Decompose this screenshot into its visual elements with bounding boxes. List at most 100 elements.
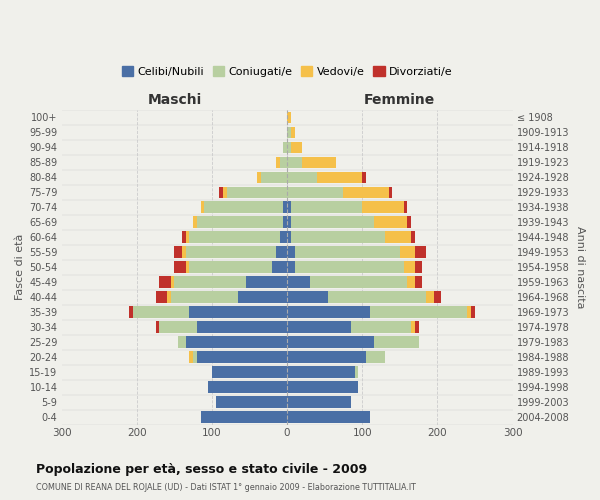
Bar xyxy=(407,216,411,228)
Bar xyxy=(434,292,441,303)
Bar xyxy=(287,366,355,378)
Bar xyxy=(130,306,133,318)
Legend: Celibi/Nubili, Coniugati/e, Vedovi/e, Divorziati/e: Celibi/Nubili, Coniugati/e, Vedovi/e, Di… xyxy=(117,62,457,82)
Bar xyxy=(287,232,291,243)
Bar xyxy=(287,336,374,348)
Bar xyxy=(283,216,287,228)
Bar xyxy=(185,262,190,273)
Bar xyxy=(287,382,358,393)
Bar xyxy=(133,306,190,318)
Bar xyxy=(170,292,238,303)
Bar xyxy=(287,396,351,408)
Bar xyxy=(370,306,467,318)
Bar xyxy=(295,262,404,273)
Bar xyxy=(160,322,197,333)
Text: COMUNE DI REANA DEL ROJALE (UD) - Dati ISTAT 1° gennaio 2009 - Elaborazione TUTT: COMUNE DI REANA DEL ROJALE (UD) - Dati I… xyxy=(36,484,416,492)
Bar xyxy=(178,336,185,348)
Bar xyxy=(190,306,287,318)
Bar xyxy=(287,186,343,198)
Bar xyxy=(193,216,197,228)
Bar xyxy=(287,202,291,213)
Bar xyxy=(287,322,351,333)
Bar xyxy=(257,172,261,183)
Bar xyxy=(190,352,193,363)
Bar xyxy=(280,232,287,243)
Bar xyxy=(201,202,205,213)
Bar xyxy=(280,156,287,168)
Bar xyxy=(261,172,287,183)
Bar xyxy=(389,186,392,198)
Bar xyxy=(295,246,400,258)
Bar xyxy=(201,412,287,423)
Bar xyxy=(287,246,295,258)
Bar xyxy=(182,232,185,243)
Bar xyxy=(238,292,287,303)
Bar xyxy=(287,306,370,318)
Bar xyxy=(175,246,182,258)
Bar xyxy=(197,216,283,228)
Bar xyxy=(404,262,415,273)
Bar xyxy=(170,276,175,288)
Bar xyxy=(287,172,317,183)
Bar xyxy=(175,262,185,273)
Bar xyxy=(411,322,415,333)
Bar xyxy=(287,126,291,138)
Bar xyxy=(287,292,328,303)
Bar xyxy=(167,292,170,303)
Bar xyxy=(287,276,310,288)
Bar xyxy=(404,202,407,213)
Bar xyxy=(185,336,287,348)
Bar xyxy=(155,322,160,333)
Bar xyxy=(287,142,291,153)
Bar xyxy=(291,216,374,228)
Bar xyxy=(362,202,404,213)
Bar xyxy=(400,246,415,258)
Bar xyxy=(220,186,223,198)
Bar xyxy=(385,232,411,243)
Bar xyxy=(276,156,280,168)
Text: Maschi: Maschi xyxy=(147,93,202,107)
Bar xyxy=(291,202,362,213)
Y-axis label: Fasce di età: Fasce di età xyxy=(15,234,25,300)
Bar xyxy=(411,232,415,243)
Bar xyxy=(415,322,419,333)
Bar xyxy=(246,276,287,288)
Bar xyxy=(185,246,276,258)
Bar xyxy=(407,276,415,288)
Bar xyxy=(366,352,385,363)
Bar xyxy=(467,306,471,318)
Bar xyxy=(185,232,190,243)
Bar xyxy=(426,292,434,303)
Bar xyxy=(291,142,302,153)
Bar xyxy=(355,366,358,378)
Bar xyxy=(374,336,419,348)
Bar xyxy=(317,172,362,183)
Bar xyxy=(415,262,422,273)
Bar xyxy=(190,262,272,273)
Bar xyxy=(374,216,407,228)
Bar xyxy=(223,186,227,198)
Bar xyxy=(175,276,246,288)
Bar xyxy=(283,142,287,153)
Bar xyxy=(291,232,385,243)
Bar xyxy=(415,276,422,288)
Bar xyxy=(276,246,287,258)
Bar xyxy=(291,126,295,138)
Bar xyxy=(343,186,389,198)
Bar xyxy=(208,382,287,393)
Bar xyxy=(310,276,407,288)
Bar xyxy=(193,352,197,363)
Bar xyxy=(216,396,287,408)
Bar xyxy=(283,202,287,213)
Bar xyxy=(287,112,291,123)
Bar xyxy=(287,262,295,273)
Bar xyxy=(287,156,302,168)
Bar xyxy=(197,352,287,363)
Bar xyxy=(328,292,426,303)
Bar xyxy=(287,412,370,423)
Y-axis label: Anni di nascita: Anni di nascita xyxy=(575,226,585,308)
Bar xyxy=(351,322,411,333)
Bar xyxy=(182,246,185,258)
Bar xyxy=(287,352,366,363)
Bar xyxy=(471,306,475,318)
